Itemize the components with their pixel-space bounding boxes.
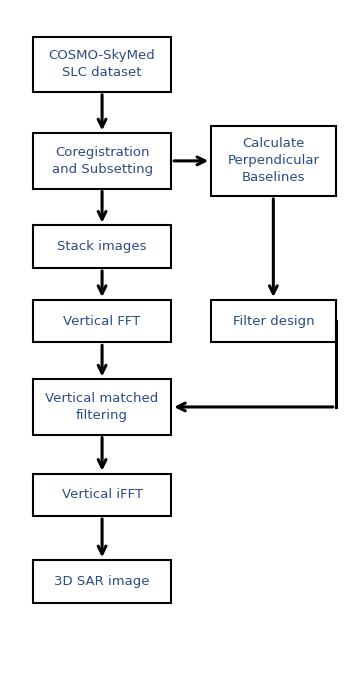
FancyBboxPatch shape [33,560,171,603]
FancyBboxPatch shape [211,300,336,342]
Text: Filter design: Filter design [233,314,314,328]
Text: 3D SAR image: 3D SAR image [54,575,150,588]
Text: Vertical matched
filtering: Vertical matched filtering [45,392,159,422]
FancyBboxPatch shape [33,379,171,435]
Text: Vertical iFFT: Vertical iFFT [62,488,143,502]
Text: Calculate
Perpendicular
Baselines: Calculate Perpendicular Baselines [227,137,319,185]
FancyBboxPatch shape [33,37,171,92]
FancyBboxPatch shape [33,133,171,189]
FancyBboxPatch shape [33,473,171,516]
Text: Vertical FFT: Vertical FFT [63,314,141,328]
FancyBboxPatch shape [211,126,336,196]
Text: Coregistration
and Subsetting: Coregistration and Subsetting [52,146,153,176]
FancyBboxPatch shape [33,225,171,268]
FancyBboxPatch shape [33,300,171,342]
Text: Stack images: Stack images [57,240,147,254]
Text: COSMO-SkyMed
SLC dataset: COSMO-SkyMed SLC dataset [49,49,155,79]
